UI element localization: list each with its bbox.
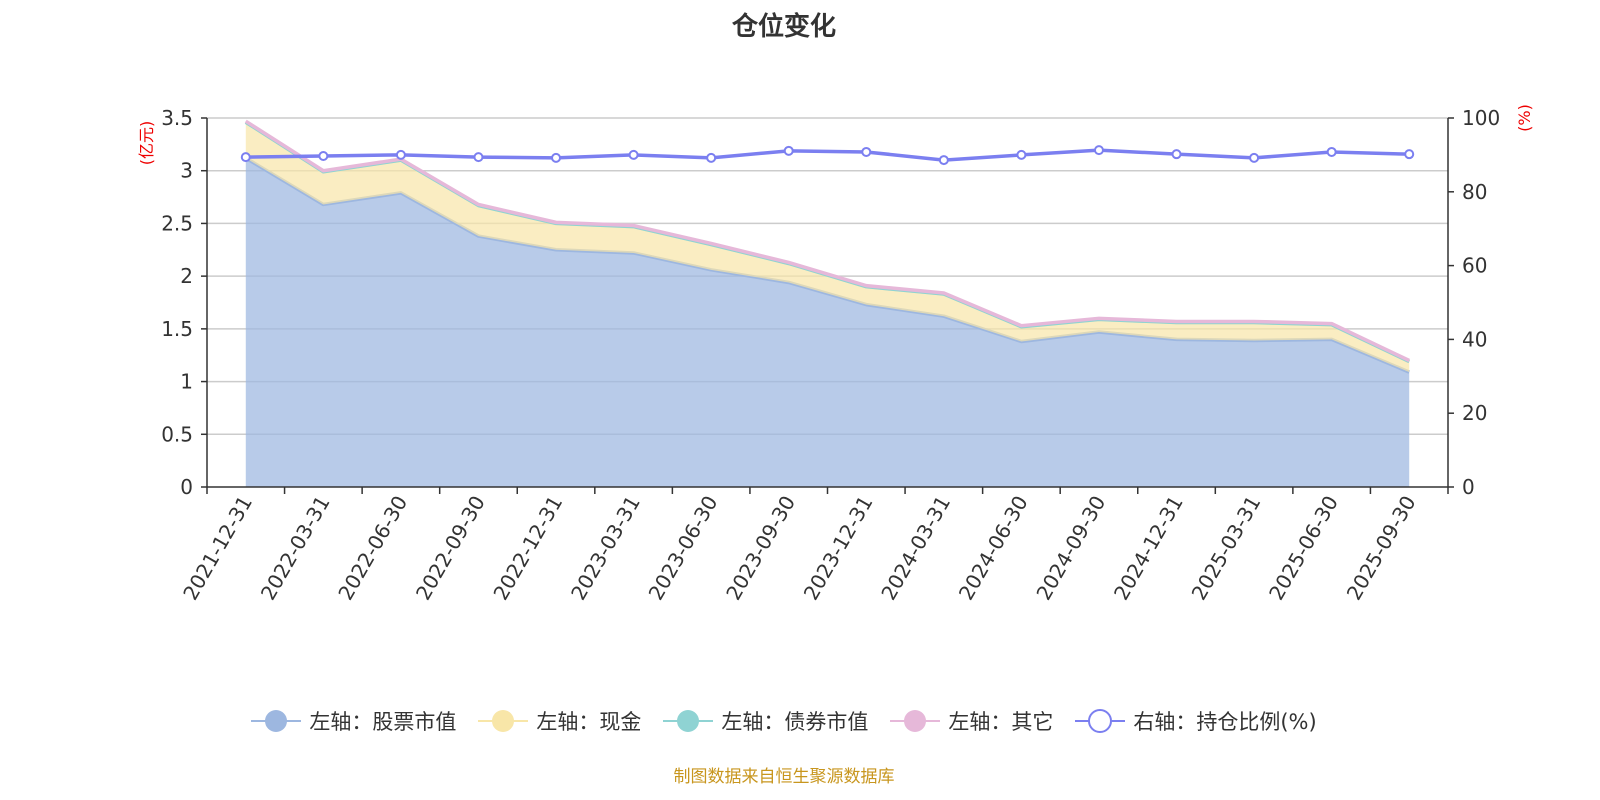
x-tick-label: 2021-12-31 (178, 492, 257, 605)
legend-item[interactable]: 左轴：其它 (890, 706, 1053, 736)
x-tick-label: 2024-09-30 (1031, 492, 1110, 605)
legend-label: 左轴：现金 (536, 710, 642, 734)
legend-marker-icon (1075, 709, 1126, 733)
x-tick-label: 2024-12-31 (1109, 492, 1188, 605)
ratio-point (1093, 145, 1104, 156)
left-tick-label: 2 (180, 264, 193, 288)
legend-item[interactable]: 右轴：持仓比例(%) (1075, 706, 1317, 736)
ratio-point (861, 146, 872, 157)
chart-title: 仓位变化 (731, 12, 836, 42)
right-tick-label: 100 (1462, 106, 1500, 130)
ratio-point (1016, 149, 1027, 160)
ratio-point (938, 155, 949, 166)
right-axis-label: (%) (1515, 104, 1534, 132)
ratio-point (1171, 149, 1182, 160)
left-tick-label: 1.5 (161, 317, 193, 341)
ratio-point (783, 145, 794, 156)
x-tick-label: 2025-09-30 (1342, 492, 1421, 605)
right-tick-label: 0 (1462, 475, 1475, 499)
right-tick-label: 40 (1462, 327, 1487, 351)
ratio-point (706, 152, 717, 163)
x-tick-label: 2024-03-31 (876, 492, 955, 605)
legend-marker-icon (663, 710, 714, 732)
left-tick-label: 3 (180, 159, 193, 183)
left-tick-label: 3.5 (161, 106, 193, 130)
legend-item[interactable]: 左轴：股票市值 (251, 706, 456, 736)
right-tick-label: 80 (1462, 180, 1487, 204)
x-tick-label: 2025-06-30 (1264, 492, 1343, 605)
legend-marker-icon (890, 710, 941, 732)
ratio-point (473, 152, 484, 163)
ratio-point (1404, 149, 1415, 160)
ratio-point (628, 149, 639, 160)
x-tick-label: 2022-12-31 (488, 492, 567, 605)
right-tick-label: 20 (1462, 401, 1487, 425)
legend-label: 右轴：持仓比例(%) (1133, 710, 1317, 734)
x-tick-label: 2024-06-30 (954, 492, 1033, 605)
x-tick-label: 2023-12-31 (799, 492, 878, 605)
area-0 (245, 158, 1410, 487)
ratio-point (1326, 146, 1337, 157)
x-tick-label: 2022-09-30 (411, 492, 490, 605)
left-tick-label: 0 (180, 475, 193, 499)
ratio-point (551, 152, 562, 163)
legend-marker-icon (251, 710, 302, 732)
chart-canvas: 0 0.5 1 1.5 2 2.5 3 3.5 0 20 40 60 80 100 (亿元) (%) 2021-… (137, 104, 1534, 605)
legend-label: 左轴：股票市值 (309, 710, 457, 734)
x-tick-label: 2023-03-31 (566, 492, 645, 605)
right-tick-label: 60 (1462, 254, 1487, 278)
ratio-point (318, 151, 329, 162)
series-line-3 (244, 119, 1410, 363)
legend-label: 左轴：其它 (948, 710, 1054, 734)
ratio-point (240, 152, 251, 163)
x-tick-label: 2023-06-30 (644, 492, 723, 605)
x-tick-label: 2022-06-30 (333, 492, 412, 605)
left-tick-label: 1 (180, 370, 193, 394)
legend-label: 左轴：债券市值 (721, 710, 869, 734)
legend-item[interactable]: 左轴：债券市值 (663, 706, 868, 736)
x-tick-label: 2023-09-30 (721, 492, 800, 605)
left-axis-label: (亿元) (137, 121, 156, 166)
ratio-point (1249, 152, 1260, 163)
left-tick-label: 2.5 (161, 211, 193, 235)
ratio-point (395, 149, 406, 160)
x-tick-label: 2025-03-31 (1187, 492, 1266, 605)
source-note: 制图数据来自恒生聚源数据库 (673, 767, 895, 787)
legend: 左轴：股票市值 左轴：现金 左轴：债券市值 左轴：其它 右轴：持仓比例(%) (0, 706, 1568, 736)
x-tick-label: 2022-03-31 (256, 492, 335, 605)
ratio-line (245, 148, 1410, 162)
legend-marker-icon (478, 710, 529, 732)
left-tick-label: 0.5 (161, 422, 193, 446)
legend-item[interactable]: 左轴：现金 (478, 706, 641, 736)
